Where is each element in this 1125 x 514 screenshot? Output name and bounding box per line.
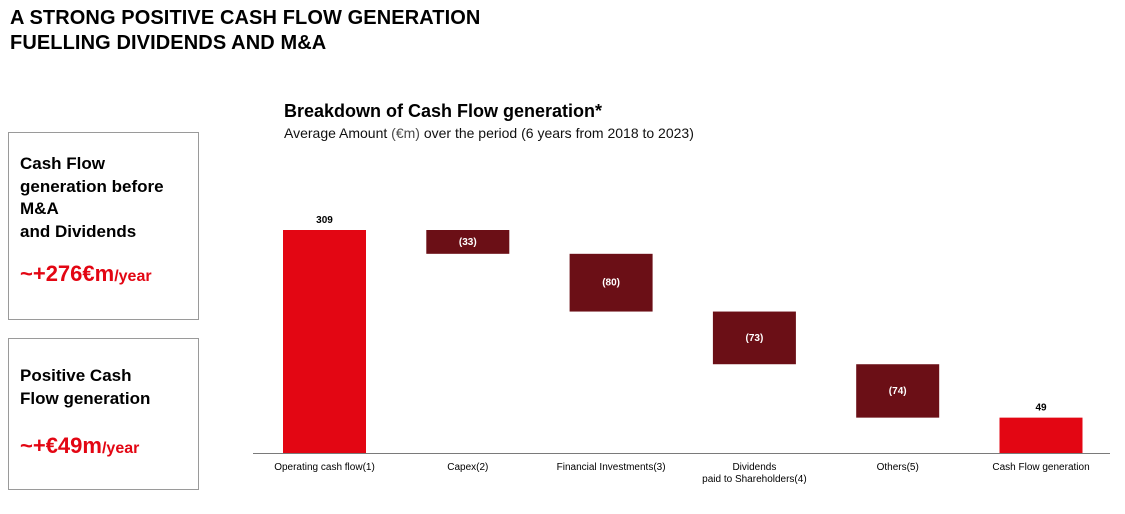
- bar-3: [712, 311, 796, 365]
- kpi-label-line: Positive Cash: [20, 366, 132, 385]
- kpi-label-line: M&A: [20, 199, 59, 218]
- data-label-1: (33): [459, 237, 477, 248]
- bar-4: [856, 364, 940, 418]
- kpi-value: ~+276€m/year: [20, 261, 188, 287]
- kpi-label-line: Cash Flow: [20, 154, 106, 173]
- chart-subtitle-text: over the period (6 years from 2018 to 20…: [419, 125, 694, 141]
- kpi-value: ~+€49m/year: [20, 433, 188, 459]
- category-label-3: Dividends paid to Shareholders(4): [702, 462, 807, 485]
- bar-0: [283, 230, 366, 453]
- category-label-5: Cash Flow generation: [992, 462, 1089, 473]
- kpi-box-positive-cash-flow: Positive Cash Flow generation ~+€49m/yea…: [8, 338, 199, 490]
- kpi-value-unit: /year: [101, 440, 140, 457]
- category-label-1: Capex(2): [447, 462, 488, 473]
- data-label-2: (80): [602, 278, 620, 289]
- kpi-value-main: ~+€49m: [20, 433, 102, 458]
- chart-title: Breakdown of Cash Flow generation*: [284, 101, 603, 121]
- category-label-0: Operating cash flow(1): [274, 462, 375, 473]
- data-label-4: (74): [889, 386, 907, 397]
- bar-1: [426, 230, 510, 254]
- page-title-line-2: FUELLING DIVIDENDS AND M&A: [10, 32, 327, 54]
- bar-2: [569, 253, 653, 312]
- kpi-box-cash-flow-before-ma: Cash Flow generation before M&A and Divi…: [8, 132, 199, 320]
- data-label-3: (73): [746, 333, 764, 344]
- kpi-value-main: ~+276€m: [20, 261, 115, 286]
- kpi-label-line: generation before: [20, 176, 164, 196]
- data-label-0: 309: [316, 215, 333, 226]
- page-title: A STRONG POSITIVE CASH FLOW GENERATION F…: [10, 6, 630, 56]
- kpi-value-unit: /year: [114, 268, 152, 285]
- kpi-label: Positive Cash Flow generation: [20, 365, 188, 410]
- page-title-line-1: A STRONG POSITIVE CASH FLOW GENERATION: [10, 7, 481, 29]
- chart-subtitle-unit: (€m): [391, 125, 420, 141]
- kpi-label-line: Flow generation: [20, 388, 151, 408]
- category-label-4: Others(5): [877, 462, 919, 473]
- kpi-label-line: and Dividends: [20, 221, 137, 241]
- kpi-label: Cash Flow generation before M&A and Divi…: [20, 153, 188, 243]
- data-label-5: 49: [1035, 403, 1047, 414]
- chart-subtitle: Average Amount (€m) over the period (6 y…: [284, 125, 694, 141]
- category-label-2: Financial Investments(3): [557, 462, 666, 473]
- chart-subtitle-text: Average Amount: [284, 125, 392, 141]
- bar-5: [999, 417, 1083, 453]
